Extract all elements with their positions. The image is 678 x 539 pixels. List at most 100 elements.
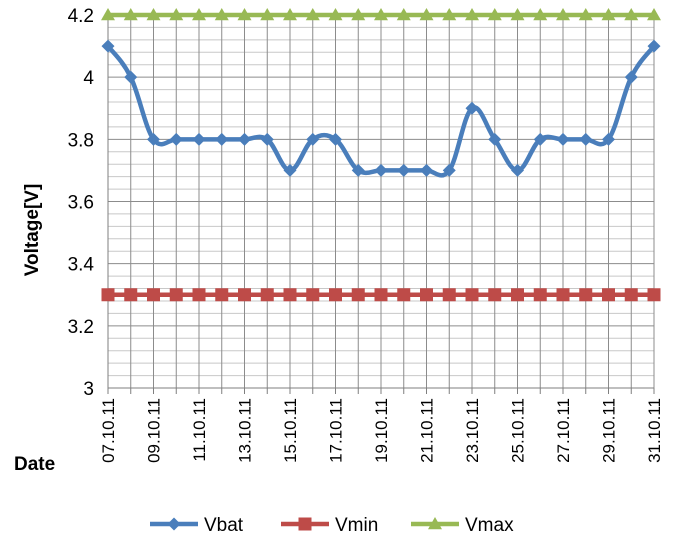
vmax-point — [283, 8, 297, 21]
vmax-point — [533, 8, 548, 21]
vmax-point — [374, 8, 388, 21]
vbat-point — [602, 132, 615, 146]
vbat-point — [624, 70, 638, 84]
vmin-point — [397, 288, 411, 302]
vmax-point — [192, 8, 206, 21]
vmin-point — [260, 288, 274, 302]
vbat-point — [351, 163, 365, 177]
x-tick-label: 13.10.11 — [236, 398, 255, 463]
x-tick-label: 07.10.11 — [99, 398, 118, 463]
vmin-point — [238, 288, 251, 302]
legend-label-vbat: Vbat — [204, 515, 244, 536]
vmax-point — [260, 8, 275, 21]
x-tick-label: 11.10.11 — [190, 398, 209, 462]
legend-item-vmin: Vmin — [281, 515, 378, 536]
x-tick-label: 09.10.11 — [145, 398, 164, 463]
x-tick-label: 25.10.11 — [509, 398, 528, 463]
vmax-point — [510, 8, 525, 21]
vmin-point — [511, 288, 524, 302]
vmax-point — [169, 8, 184, 21]
legend-item-vbat: Vbat — [150, 515, 244, 536]
vbat-point — [647, 39, 661, 53]
vmin-point — [283, 288, 297, 302]
vbat-point — [283, 163, 297, 177]
axes — [107, 15, 655, 394]
vbat-point — [556, 132, 570, 146]
vbat-point — [488, 132, 502, 146]
x-tick-label: 27.10.11 — [554, 398, 573, 463]
legend-label-vmax: Vmax — [465, 515, 514, 536]
vmin-point — [215, 288, 229, 302]
vmax-point — [146, 8, 161, 21]
x-tick-label: 31.10.11 — [645, 398, 664, 463]
y-tick-label: 3.2 — [68, 317, 94, 338]
vmin-point — [488, 288, 502, 302]
vmin-point — [124, 288, 138, 302]
vmax-point — [487, 8, 502, 21]
vmin-point — [374, 288, 388, 302]
gridlines — [107, 14, 655, 389]
series-vbat — [101, 39, 661, 178]
vbat-point — [306, 132, 320, 146]
vbat-point — [169, 132, 183, 146]
vmax-point — [419, 8, 434, 21]
x-axis-title: Date — [14, 454, 55, 475]
legend-marker-vmax — [428, 517, 442, 530]
vmin-point — [147, 288, 160, 302]
vmax-point — [442, 8, 457, 21]
y-tick-label: 3 — [83, 379, 94, 400]
series-group — [101, 8, 661, 302]
vmin-point — [442, 288, 456, 302]
y-tick-label: 3.4 — [68, 255, 95, 276]
legend: Vbat Vmin Vmax — [150, 515, 514, 536]
vmax-point — [556, 8, 570, 21]
vmax-point — [578, 8, 593, 21]
vmax-point — [647, 8, 661, 21]
vmin-point — [351, 288, 365, 302]
vmax-point — [123, 8, 138, 21]
x-tick-label: 23.10.11 — [463, 398, 482, 463]
legend-marker-vmin — [298, 517, 312, 531]
vbat-point — [260, 132, 274, 146]
vmax-point — [328, 8, 343, 21]
vbat-point — [579, 132, 593, 146]
x-tick-label: 29.10.11 — [600, 398, 619, 463]
vbat-point — [147, 132, 160, 146]
y-tick-label: 3.6 — [68, 193, 94, 214]
x-tick-label: 15.10.11 — [281, 398, 300, 463]
vbat-point — [374, 163, 388, 177]
vmax-point — [305, 8, 320, 21]
y-tick-label: 3.8 — [68, 130, 94, 151]
vbat-point — [397, 163, 411, 177]
vbat-point — [442, 163, 456, 177]
vmax-point — [214, 8, 229, 21]
series-vmax — [101, 8, 661, 21]
vmax-point — [601, 8, 616, 21]
vbat-point — [215, 132, 229, 146]
vmin-point — [192, 288, 206, 302]
vbat-point — [533, 132, 547, 146]
vbat-point — [511, 163, 524, 177]
vmin-point — [169, 288, 183, 302]
vmax-point — [396, 8, 411, 21]
legend-item-vmax: Vmax — [411, 515, 514, 536]
y-tick-label: 4.2 — [68, 6, 94, 27]
vmax-point — [237, 8, 252, 21]
vmin-point — [306, 288, 320, 302]
y-tick-labels: 3 3.2 3.4 3.6 3.8 4 4.2 — [68, 6, 95, 400]
vmin-point — [647, 288, 661, 302]
vmax-point — [101, 8, 115, 21]
x-tick-label: 17.10.11 — [327, 398, 346, 463]
x-tick-label: 19.10.11 — [372, 398, 391, 463]
vbat-point — [192, 132, 206, 146]
vmax-point — [465, 8, 479, 21]
y-axis-title: Voltage[V] — [22, 184, 43, 277]
vbat-point — [124, 70, 138, 84]
vbat-point — [101, 39, 115, 53]
x-tick-labels: 07.10.11 09.10.11 11.10.11 13.10.11 15.10.11… — [99, 398, 664, 463]
vmin-point — [420, 288, 433, 302]
y-tick-label: 4 — [83, 68, 94, 89]
vmin-point — [556, 288, 570, 302]
vmin-point — [329, 288, 342, 302]
